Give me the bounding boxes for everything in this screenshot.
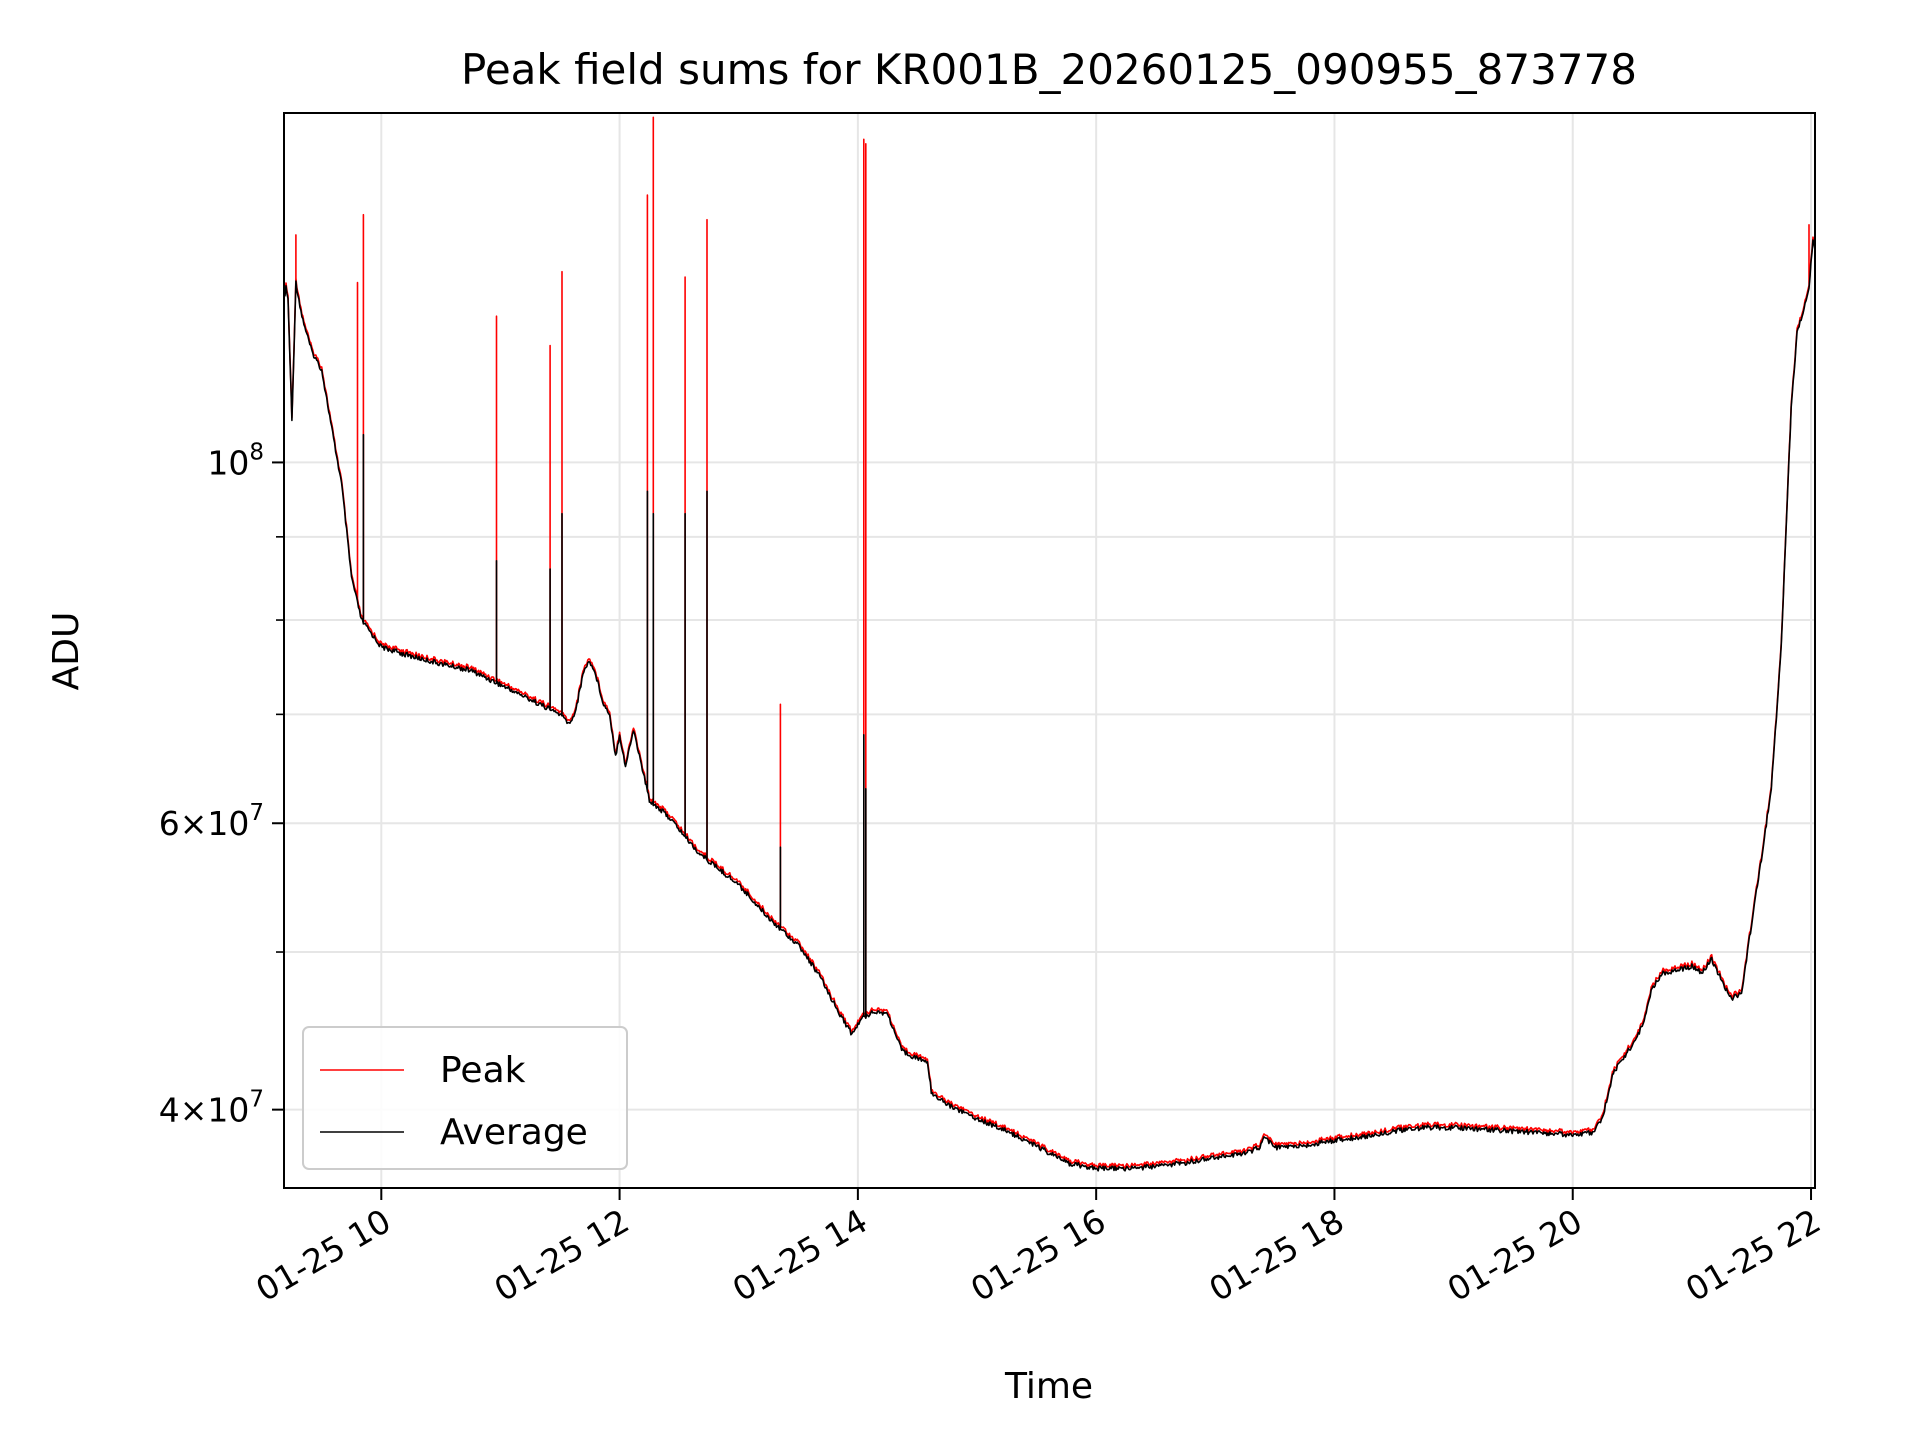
y-tick-label: 108 <box>207 439 264 482</box>
x-axis-label: Time <box>1004 1366 1093 1407</box>
y-axis-label: ADU <box>46 612 87 691</box>
series-line-average <box>283 239 1816 1172</box>
chart-title: Peak field sums for KR001B_20260125_0909… <box>461 45 1637 94</box>
grid-layer <box>284 113 1815 1188</box>
legend-label-peak: Peak <box>440 1050 526 1091</box>
legend-label-average: Average <box>440 1112 588 1153</box>
plot-frame <box>283 112 1816 1189</box>
legend-box <box>302 1026 628 1170</box>
y-tick-label: 6×107 <box>159 800 264 843</box>
series-layer <box>283 116 1816 1172</box>
y-tick-label: 4×107 <box>159 1087 264 1130</box>
legend: Peak Average <box>302 1026 628 1170</box>
